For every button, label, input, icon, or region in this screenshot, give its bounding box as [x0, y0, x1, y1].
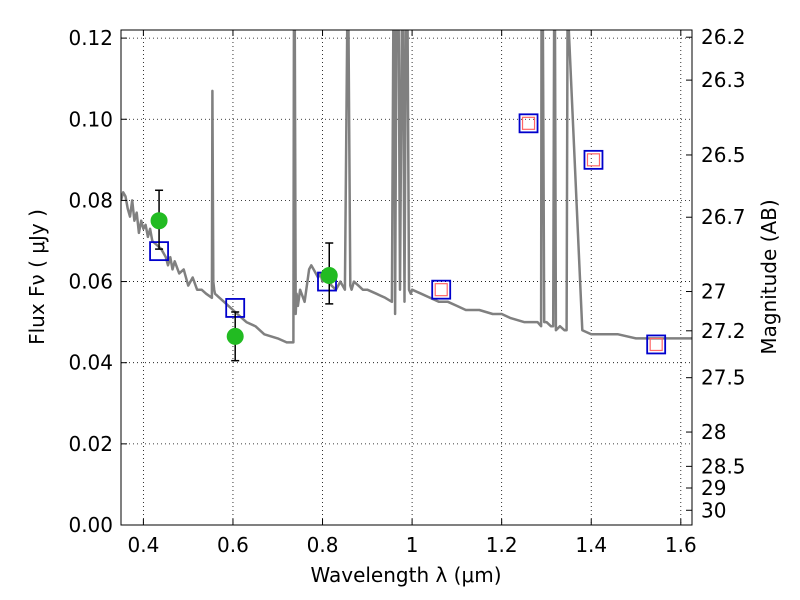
y-tick-label: 0.10 [68, 107, 113, 131]
x-tick-label: 1 [406, 533, 419, 557]
plot-frame [120, 29, 693, 526]
inner-square-point [434, 283, 448, 297]
y-axis-label: Flux Fν ( μJy ) [25, 209, 49, 345]
observed-point [150, 212, 168, 230]
x-tick-label: 1.6 [665, 533, 697, 557]
observed-point [320, 266, 338, 284]
magnitude-tick-label: 26.7 [701, 205, 746, 229]
y-tick-label: 0.08 [68, 188, 113, 212]
model-photometry-point [518, 113, 539, 134]
magnitude-tick-label: 30 [701, 498, 726, 522]
magnitude-tick-label: 28 [701, 420, 726, 444]
x-axis-label: Wavelength λ (μm) [310, 563, 501, 587]
x-axis-ticks: 0.4 0.6 0.8 1 1.2 1.4 1.6 [127, 30, 697, 557]
magnitude-tick-label: 29 [701, 476, 726, 500]
magnitude-axis-label: Magnitude (AB) [757, 199, 781, 354]
model-photometry-point [583, 149, 604, 170]
observed-point [226, 327, 244, 345]
model-photometry-point [431, 279, 452, 300]
x-tick-label: 0.8 [307, 533, 339, 557]
y-tick-label: 0.12 [68, 26, 113, 50]
y-tick-label: 0.02 [68, 432, 113, 456]
magnitude-tick-label: 26.3 [701, 68, 746, 92]
magnitude-tick-label: 26.2 [701, 25, 746, 49]
inner-square-point [586, 153, 601, 167]
y-tick-label: 0.00 [68, 513, 113, 537]
magnitude-tick-label: 27.5 [701, 366, 746, 390]
spectrum-line [121, 30, 692, 344]
y-axis-ticks: 0.00 0.02 0.04 0.06 0.08 0.10 0.12 [68, 26, 127, 537]
model-photometry-point [646, 334, 667, 355]
x-tick-label: 1.4 [575, 533, 607, 557]
inner-square-point [521, 116, 536, 130]
spectrum-layer [121, 30, 692, 344]
y-tick-label: 0.04 [68, 351, 113, 375]
marker-layer [149, 113, 667, 362]
y-tick-label: 0.06 [68, 270, 113, 294]
magnitude-tick-label: 27 [701, 280, 726, 304]
x-tick-label: 0.6 [217, 533, 249, 557]
x-tick-label: 1.2 [486, 533, 518, 557]
x-tick-label: 0.4 [127, 533, 159, 557]
magnitude-tick-label: 28.5 [701, 454, 746, 478]
inner-square-point [649, 337, 663, 352]
magnitude-tick-label: 26.5 [701, 143, 746, 167]
magnitude-tick-label: 27.2 [701, 319, 746, 343]
grid-lines [121, 30, 692, 526]
